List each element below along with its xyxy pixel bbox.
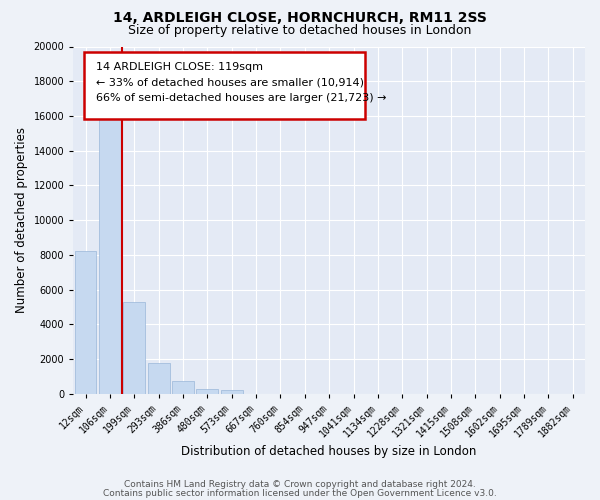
Bar [196,388,218,394]
Y-axis label: Number of detached properties: Number of detached properties [15,127,28,313]
Bar [148,364,170,394]
Bar [123,302,145,394]
Text: Contains HM Land Registry data © Crown copyright and database right 2024.: Contains HM Land Registry data © Crown c… [124,480,476,489]
Bar [99,108,121,394]
Text: 14, ARDLEIGH CLOSE, HORNCHURCH, RM11 2SS: 14, ARDLEIGH CLOSE, HORNCHURCH, RM11 2SS [113,11,487,25]
Text: 14 ARDLEIGH CLOSE: 119sqm
← 33% of detached houses are smaller (10,914)
66% of s: 14 ARDLEIGH CLOSE: 119sqm ← 33% of detac… [97,62,387,103]
FancyBboxPatch shape [83,52,365,120]
Bar [74,252,97,394]
Bar [172,380,194,394]
Text: Size of property relative to detached houses in London: Size of property relative to detached ho… [128,24,472,37]
Text: Contains public sector information licensed under the Open Government Licence v3: Contains public sector information licen… [103,489,497,498]
X-axis label: Distribution of detached houses by size in London: Distribution of detached houses by size … [181,444,477,458]
Bar [221,390,242,394]
